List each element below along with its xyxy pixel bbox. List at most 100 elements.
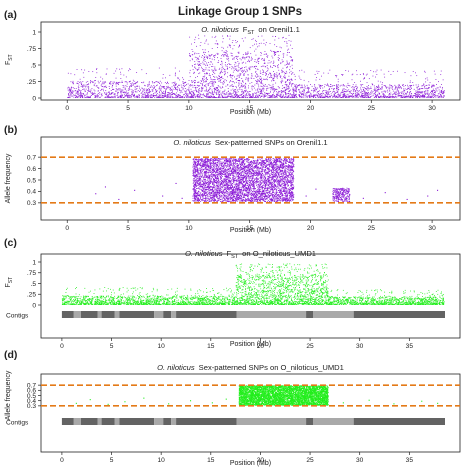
fst-point [342, 84, 344, 86]
fst-point [363, 91, 365, 93]
fst-point [126, 81, 128, 83]
fst-point [234, 76, 235, 78]
fst-point [280, 75, 282, 77]
fst-point [400, 88, 402, 90]
fst-point [292, 87, 294, 89]
sex-snp-point [201, 171, 202, 173]
sex-snp-point [246, 165, 248, 167]
fst-point [218, 86, 220, 88]
fst-point [164, 82, 166, 83]
sex-snp-point [287, 199, 289, 200]
fst-point [229, 96, 231, 98]
fst-point [274, 51, 275, 53]
fst-point [201, 56, 203, 58]
fst-point [80, 91, 82, 93]
sex-snp-point [246, 181, 248, 183]
fst-point [388, 70, 390, 72]
fst-point [178, 94, 179, 96]
fst-point [279, 72, 280, 74]
fst-point [164, 93, 166, 95]
y-tick-label: .25 [27, 79, 36, 86]
fst-point [191, 96, 193, 98]
fst-point [405, 92, 407, 94]
fst-point [235, 93, 236, 95]
fst-point [432, 91, 434, 92]
sex-snp-point [274, 166, 276, 168]
fst-point [242, 81, 244, 83]
fst-point [225, 96, 227, 98]
fst-point [256, 43, 258, 45]
fst-point [345, 70, 347, 71]
fst-point [82, 72, 84, 74]
fst-point [151, 94, 153, 96]
fst-point [212, 81, 214, 83]
sex-snp-point [264, 201, 265, 202]
fst-point [274, 65, 276, 67]
fst-point [313, 95, 315, 97]
fst-point [193, 96, 195, 98]
fst-point [215, 35, 217, 37]
fst-point [176, 95, 178, 97]
fst-point [292, 83, 294, 85]
fst-point [233, 69, 235, 71]
fst-point [263, 65, 265, 67]
fst-point [144, 94, 146, 95]
sex-snp-point [280, 161, 282, 163]
sex-snp-point [236, 195, 237, 197]
sex-snp-point [273, 172, 275, 173]
fst-point [290, 81, 291, 83]
fst-point [438, 81, 439, 83]
fst-point [266, 88, 268, 90]
fst-point [245, 62, 247, 64]
fst-point [238, 69, 239, 71]
sex-snp-point [270, 183, 272, 185]
fst-point [255, 65, 257, 67]
fst-point [150, 97, 151, 98]
fst-point [354, 89, 355, 91]
fst-point [135, 86, 136, 88]
fst-point [280, 90, 282, 92]
fst-point [360, 85, 362, 87]
sex-snp-point [219, 172, 221, 174]
fst-point [209, 75, 211, 77]
fst-point [165, 88, 167, 89]
fst-point [270, 75, 272, 77]
fst-point [374, 87, 376, 89]
sex-snp-point [225, 196, 227, 198]
fst-point [262, 59, 264, 61]
sex-snp-point [266, 160, 267, 162]
fst-point [353, 89, 354, 91]
fst-point [263, 59, 265, 61]
sex-snp-point [271, 187, 273, 189]
sex-snp-point [271, 164, 273, 166]
fst-point [441, 84, 442, 85]
panel-label: (b) [4, 124, 17, 136]
fst-point [236, 57, 238, 59]
fst-point [242, 57, 244, 59]
fst-point [207, 57, 209, 58]
fst-point [145, 73, 147, 75]
fst-point [301, 87, 302, 89]
fst-point [276, 46, 278, 47]
fst-point [210, 81, 212, 83]
fst-point [249, 97, 250, 98]
fst-point [336, 75, 338, 76]
fst-point [131, 89, 133, 91]
fst-point [191, 54, 193, 56]
fst-point [421, 96, 423, 98]
fst-point [159, 97, 161, 98]
fst-point [267, 94, 269, 96]
fst-point [141, 87, 143, 89]
sex-snp-point [274, 162, 276, 163]
fst-point [415, 94, 417, 96]
fst-point [215, 54, 217, 56]
fst-point [227, 84, 229, 86]
fst-point [243, 74, 245, 76]
fst-point [251, 66, 253, 68]
fst-point [342, 94, 344, 96]
fst-point [229, 81, 230, 83]
fst-point [148, 81, 150, 83]
fst-point [275, 36, 276, 37]
fst-point [207, 93, 209, 95]
